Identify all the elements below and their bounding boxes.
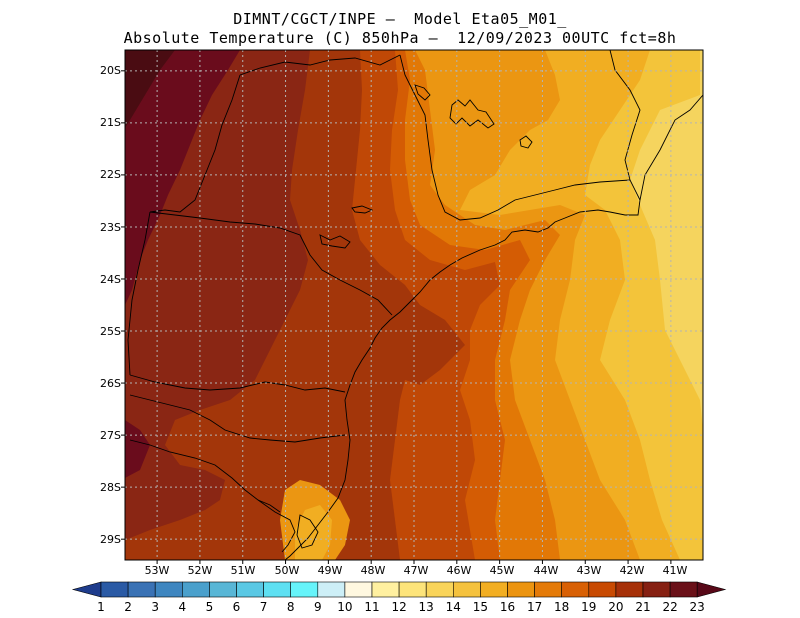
reservoir-3 bbox=[319, 234, 351, 249]
colorbar-label: 3 bbox=[151, 600, 159, 614]
colorbar-swatch bbox=[209, 581, 237, 598]
lat-label: 28S bbox=[100, 481, 121, 494]
border-mg-rj-sp bbox=[399, 54, 631, 221]
title-line-1: DIMNT/CGCT/INPE – Model Eta05_M01_ bbox=[233, 10, 567, 28]
longitude-axis: 53W 52W 51W 50W 49W 48W 47W 46W 45W 44W … bbox=[145, 564, 688, 577]
axis-ticks bbox=[121, 70, 672, 564]
colorbar-label: 11 bbox=[364, 600, 379, 614]
colorbar-label: 2 bbox=[124, 600, 132, 614]
colorbar-label: 13 bbox=[419, 600, 434, 614]
lat-label: 29S bbox=[100, 533, 121, 546]
lon-label: 50W bbox=[275, 564, 300, 577]
lat-label: 27S bbox=[100, 429, 121, 442]
title-line-2: Absolute Temperature (C) 850hPa – 12/09/… bbox=[123, 29, 677, 47]
colorbar-swatch bbox=[669, 581, 698, 598]
lon-label: 41W bbox=[663, 564, 688, 577]
colorbar-swatch bbox=[290, 581, 319, 598]
colorbar-label: 6 bbox=[233, 600, 241, 614]
lagoon-dos-patos bbox=[296, 514, 319, 549]
colorbar-label: 12 bbox=[391, 600, 406, 614]
boundaries bbox=[127, 50, 703, 560]
colorbar-swatch bbox=[236, 581, 264, 598]
lon-label: 43W bbox=[577, 564, 602, 577]
lon-label: 46W bbox=[447, 564, 472, 577]
colorbar-label: 7 bbox=[260, 600, 268, 614]
border-north-west bbox=[239, 54, 401, 76]
border-paraguay bbox=[127, 211, 151, 376]
coastline bbox=[284, 94, 703, 560]
latitude-axis: 20S 21S 22S 23S 24S 25S 26S 27S 28S 29S bbox=[100, 64, 121, 546]
colorbar-label: 21 bbox=[635, 600, 650, 614]
reservoir-4 bbox=[351, 205, 374, 214]
colorbar-swatch bbox=[344, 581, 373, 598]
lat-label: 23S bbox=[100, 221, 121, 234]
colorbar-swatch bbox=[561, 581, 590, 598]
colorbar-swatch bbox=[154, 581, 183, 598]
colorbar-label: 9 bbox=[314, 600, 322, 614]
colorbar-swatch bbox=[182, 581, 210, 598]
lat-label: 26S bbox=[100, 377, 121, 390]
colorbar-swatch bbox=[263, 581, 292, 598]
colorbar: 1 2 3 4 5 6 7 8 9 10 11 12 13 14 15 16 17 18 19 20 21 22 23 bbox=[71, 581, 727, 614]
field-deep-south bbox=[125, 420, 150, 478]
colorbar-swatch bbox=[371, 581, 400, 598]
colorbar-label: 18 bbox=[554, 600, 569, 614]
colorbar-label: 22 bbox=[662, 600, 677, 614]
lat-label: 20S bbox=[100, 64, 121, 77]
lat-label: 24S bbox=[100, 273, 121, 286]
lon-label: 49W bbox=[318, 564, 343, 577]
colorbar-high-arrow bbox=[696, 581, 727, 598]
colorbar-swatch bbox=[615, 581, 644, 598]
colorbar-swatch bbox=[642, 581, 671, 598]
gridlines bbox=[125, 50, 703, 560]
lon-label: 42W bbox=[620, 564, 645, 577]
lon-label: 45W bbox=[490, 564, 515, 577]
colorbar-label: 4 bbox=[178, 600, 186, 614]
colorbar-swatch bbox=[425, 581, 454, 598]
border-pr-sp bbox=[149, 211, 393, 316]
lon-label: 53W bbox=[145, 564, 170, 577]
border-pr-sc bbox=[129, 374, 346, 393]
colorbar-low-arrow bbox=[71, 581, 102, 598]
lon-label: 47W bbox=[404, 564, 429, 577]
border-rs-uy bbox=[129, 439, 281, 513]
lat-label: 21S bbox=[100, 116, 121, 129]
field-darkest-corner bbox=[125, 50, 175, 128]
colorbar-label: 8 bbox=[287, 600, 295, 614]
reservoir-2 bbox=[414, 84, 431, 101]
field-deep bbox=[125, 50, 240, 305]
colorbar-swatch bbox=[588, 581, 617, 598]
lon-label: 44W bbox=[534, 564, 559, 577]
colorbar-label: 14 bbox=[446, 600, 461, 614]
colorbar-label: 10 bbox=[337, 600, 352, 614]
temperature-field bbox=[125, 50, 703, 560]
colorbar-label: 20 bbox=[608, 600, 623, 614]
colorbar-label: 17 bbox=[527, 600, 542, 614]
colorbar-label: 1 bbox=[97, 600, 105, 614]
lat-label: 22S bbox=[100, 168, 121, 181]
colorbar-swatch bbox=[480, 581, 508, 598]
colorbar-swatch bbox=[317, 581, 346, 598]
lon-label: 51W bbox=[231, 564, 256, 577]
colorbar-swatch bbox=[127, 581, 156, 598]
border-argentina bbox=[129, 394, 346, 443]
lon-label: 48W bbox=[361, 564, 386, 577]
lon-label: 52W bbox=[188, 564, 213, 577]
colorbar-swatch bbox=[452, 581, 481, 598]
colorbar-label: 5 bbox=[206, 600, 214, 614]
colorbar-swatch bbox=[398, 581, 427, 598]
lat-label: 25S bbox=[100, 325, 121, 338]
colorbar-label: 16 bbox=[500, 600, 515, 614]
colorbar-label: 19 bbox=[581, 600, 596, 614]
border-rs-south bbox=[257, 499, 296, 553]
colorbar-label: 23 bbox=[690, 600, 705, 614]
colorbar-swatch bbox=[100, 581, 129, 598]
colorbar-swatch bbox=[507, 581, 535, 598]
reservoir-5 bbox=[519, 135, 533, 149]
colorbar-label: 15 bbox=[473, 600, 488, 614]
colorbar-swatch bbox=[534, 581, 562, 598]
